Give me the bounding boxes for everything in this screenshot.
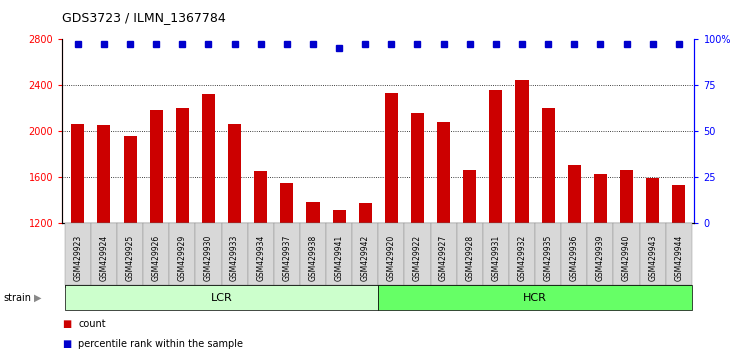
Text: ▶: ▶ <box>34 293 41 303</box>
Text: GSM429923: GSM429923 <box>73 235 83 281</box>
Text: GSM429942: GSM429942 <box>360 235 370 281</box>
Text: GSM429935: GSM429935 <box>544 235 553 281</box>
Text: GDS3723 / ILMN_1367784: GDS3723 / ILMN_1367784 <box>62 11 226 24</box>
Bar <box>646 178 659 354</box>
Bar <box>359 203 372 354</box>
Text: GSM429920: GSM429920 <box>387 235 396 281</box>
Text: LCR: LCR <box>211 293 232 303</box>
Text: GSM429941: GSM429941 <box>335 235 344 281</box>
Text: GSM429938: GSM429938 <box>308 235 317 281</box>
Bar <box>333 210 346 354</box>
Text: GSM429943: GSM429943 <box>648 235 657 281</box>
Text: GSM429927: GSM429927 <box>439 235 448 281</box>
Bar <box>175 108 189 354</box>
Text: GSM429925: GSM429925 <box>126 235 135 281</box>
Bar <box>72 124 84 354</box>
Text: percentile rank within the sample: percentile rank within the sample <box>78 339 243 349</box>
Bar <box>568 165 581 354</box>
Text: ■: ■ <box>62 319 72 329</box>
Text: strain: strain <box>4 293 31 303</box>
Bar <box>306 202 319 354</box>
Text: GSM429932: GSM429932 <box>518 235 526 281</box>
Bar <box>594 173 607 354</box>
Text: GSM429924: GSM429924 <box>99 235 108 281</box>
Text: GSM429944: GSM429944 <box>674 235 683 281</box>
Bar <box>150 110 163 354</box>
Text: GSM429929: GSM429929 <box>178 235 187 281</box>
Bar <box>124 136 137 354</box>
Bar <box>489 90 502 354</box>
Text: GSM429922: GSM429922 <box>413 235 422 281</box>
Bar <box>673 185 685 354</box>
Text: GSM429939: GSM429939 <box>596 235 605 281</box>
Text: GSM429934: GSM429934 <box>256 235 265 281</box>
Text: GSM429940: GSM429940 <box>622 235 631 281</box>
Text: GSM429930: GSM429930 <box>204 235 213 281</box>
Bar <box>437 122 450 354</box>
Bar <box>97 125 110 354</box>
Text: GSM429936: GSM429936 <box>569 235 579 281</box>
Text: GSM429931: GSM429931 <box>491 235 501 281</box>
Bar <box>620 170 633 354</box>
Bar <box>542 108 555 354</box>
Text: count: count <box>78 319 106 329</box>
Bar <box>202 94 215 354</box>
Text: GSM429928: GSM429928 <box>465 235 474 281</box>
Text: GSM429933: GSM429933 <box>230 235 239 281</box>
Bar <box>463 170 477 354</box>
Text: GSM429926: GSM429926 <box>152 235 161 281</box>
Bar <box>254 171 268 354</box>
Bar <box>228 124 241 354</box>
Text: GSM429937: GSM429937 <box>282 235 292 281</box>
Bar <box>515 80 529 354</box>
Bar <box>280 183 293 354</box>
Text: ■: ■ <box>62 339 72 349</box>
Bar <box>385 93 398 354</box>
Text: HCR: HCR <box>523 293 547 303</box>
Bar <box>411 113 424 354</box>
